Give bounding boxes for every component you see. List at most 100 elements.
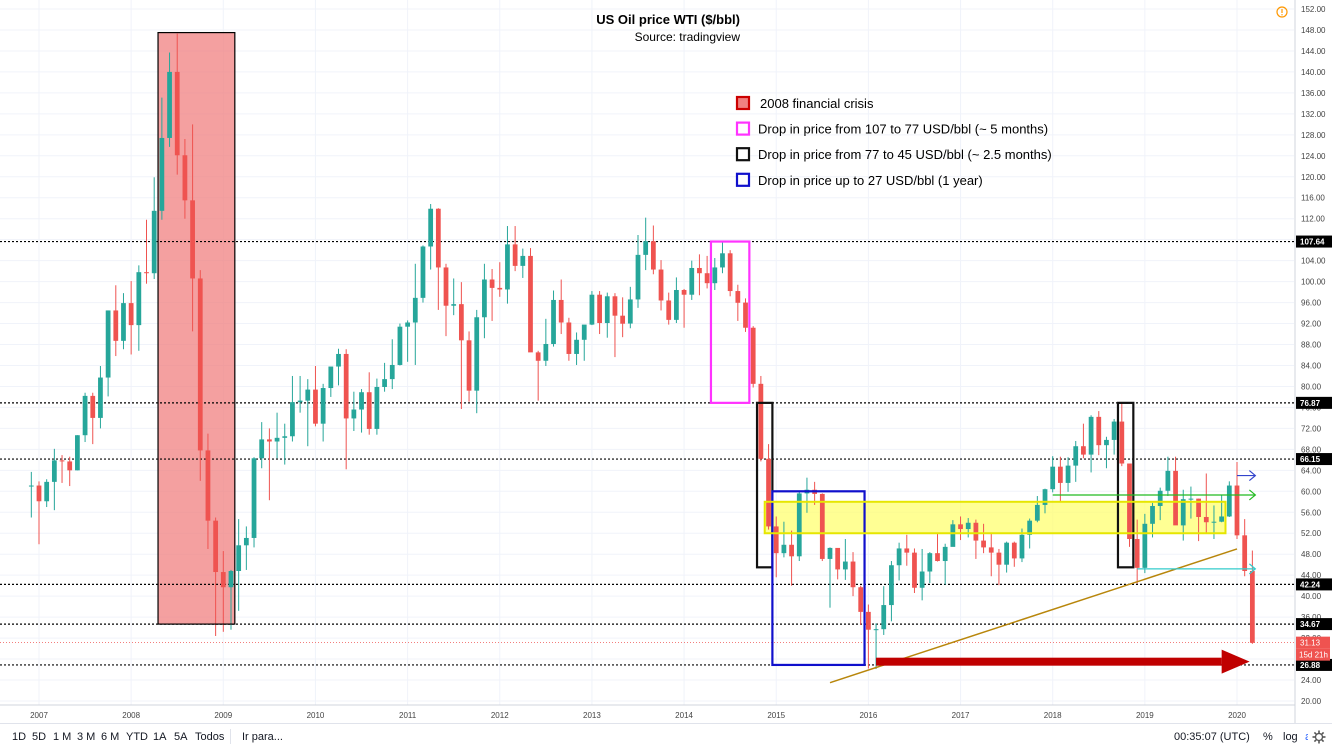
y-tick-label: 116.00 — [1301, 194, 1325, 203]
y-tick-label: 40.00 — [1301, 592, 1322, 601]
range-1d-button[interactable]: 1D — [12, 731, 27, 743]
candle-body — [1203, 516, 1209, 523]
y-tick-label: 148.00 — [1301, 26, 1326, 35]
x-tick-label: 2015 — [767, 711, 785, 720]
gear-icon — [1312, 730, 1326, 744]
legend-swatch — [735, 121, 751, 136]
price-level-tag — [1296, 658, 1332, 671]
candle-body — [666, 300, 672, 320]
candle-body — [827, 547, 833, 559]
range-1m-button[interactable]: 1 M — [53, 731, 72, 743]
candle-body — [75, 435, 80, 471]
candle-body — [220, 572, 226, 588]
candle-body — [466, 340, 472, 391]
candle-body — [712, 267, 718, 284]
price-level-label: 66.15 — [1300, 455, 1321, 464]
candle-body — [1219, 516, 1225, 522]
candle-body — [773, 526, 779, 554]
candle-body — [627, 299, 633, 324]
candle-body — [796, 493, 802, 557]
y-tick-label: 52.00 — [1301, 529, 1322, 538]
candle-body — [1211, 521, 1217, 523]
candle-body — [259, 439, 265, 459]
range-1a-button[interactable]: 1A — [153, 731, 167, 743]
candle-body — [551, 299, 556, 344]
candle-body — [451, 304, 457, 306]
goto-date-button[interactable]: Ir para... — [242, 731, 283, 743]
candle-body — [1150, 505, 1155, 524]
y-tick-label: 24.00 — [1301, 676, 1322, 685]
candle-body — [535, 352, 541, 361]
candle-body — [67, 461, 73, 471]
candle-body — [1050, 466, 1056, 490]
candle-body — [689, 267, 695, 295]
candle-body — [205, 450, 211, 521]
candle-body — [151, 210, 157, 274]
y-tick-label: 104.00 — [1301, 257, 1326, 266]
candle-body — [1249, 570, 1255, 643]
candle-body — [366, 392, 372, 429]
log-scale-button[interactable]: log — [1283, 731, 1298, 743]
drawing-overlays — [829, 470, 1257, 684]
y-tick-label: 132.00 — [1301, 110, 1326, 119]
candle-body — [697, 267, 702, 274]
candle-body — [873, 629, 879, 631]
range-5a-button[interactable]: 5A — [174, 731, 188, 743]
candle-body — [935, 553, 940, 562]
candle-body — [190, 200, 195, 279]
candle-body — [128, 303, 134, 326]
candle-body — [359, 392, 364, 410]
candle-body — [1042, 489, 1048, 505]
support-band — [764, 501, 1226, 534]
legend-swatch — [735, 172, 751, 187]
settings-button[interactable] — [1308, 724, 1330, 748]
candle-body — [1142, 523, 1148, 568]
candle-body — [558, 299, 564, 323]
bottom-toolbar: 1D 5D 1 M 3 M 6 M YTD 1A 5A Todos Ir par… — [0, 723, 1332, 750]
candle-body — [313, 389, 318, 424]
price-level-tag — [1296, 235, 1332, 248]
candle-body — [528, 255, 533, 353]
candle-body — [643, 241, 649, 255]
candle-body — [650, 241, 656, 270]
candlestick-chart[interactable]: 2007 2008 2009 2010 2011 2012 2013 2014 2015 2016… — [0, 0, 1332, 723]
y-tick-label: 36.00 — [1301, 613, 1322, 622]
candle-body — [520, 255, 526, 266]
candle-body — [428, 208, 434, 247]
legend-label: Drop in price from 107 to 77 USD/bbl (~ … — [758, 122, 1048, 137]
alert-icon[interactable] — [1276, 6, 1288, 18]
utc-clock[interactable]: 00:35:07 (UTC) — [1174, 731, 1250, 743]
countdown-tag — [1296, 648, 1330, 661]
x-tick-label: 2018 — [1044, 711, 1062, 720]
percent-scale-button[interactable]: % — [1263, 731, 1273, 743]
candle-body — [1065, 465, 1071, 483]
candle-body — [612, 296, 618, 316]
candle-body — [1096, 416, 1102, 446]
candle-body — [243, 537, 249, 546]
range-ytd-button[interactable]: YTD — [126, 731, 148, 743]
range-all-button[interactable]: Todos — [195, 731, 225, 743]
candle-body — [574, 339, 579, 354]
candle-body — [658, 269, 664, 301]
y-tick-label: 136.00 — [1301, 89, 1326, 98]
range-3m-button[interactable]: 3 M — [77, 731, 96, 743]
range-5d-button[interactable]: 5D — [32, 731, 47, 743]
candle-body — [766, 458, 771, 527]
candle-body — [1226, 485, 1232, 517]
price-level-label: 76.87 — [1300, 399, 1321, 408]
y-tick-label: 44.00 — [1301, 571, 1322, 580]
range-6m-button[interactable]: 6 M — [101, 731, 120, 743]
candle-body — [965, 522, 971, 530]
candle-body — [743, 302, 748, 328]
candle-body — [635, 254, 641, 300]
legend: 2008 financial crisis Drop in price from … — [735, 95, 1052, 188]
candle-body — [474, 317, 480, 391]
y-tick-label: 80.00 — [1301, 382, 1322, 391]
candle-body — [904, 548, 910, 553]
chart-subtitle: Source: tradingview — [635, 30, 741, 44]
x-tick-label: 2014 — [675, 711, 693, 720]
candle-body — [996, 552, 1002, 565]
price-level-label: 42.24 — [1300, 580, 1321, 589]
candle-body — [113, 310, 119, 341]
candle-body — [758, 383, 764, 459]
